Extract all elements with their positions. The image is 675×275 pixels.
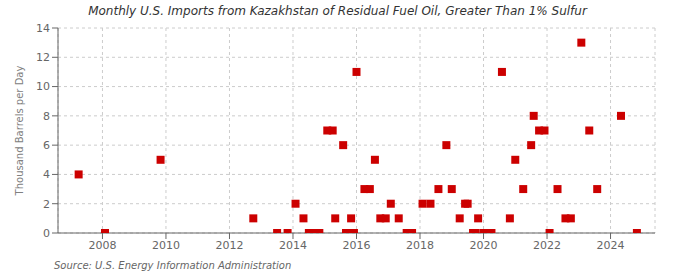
svg-text:2020: 2020 — [470, 239, 498, 252]
svg-text:10: 10 — [36, 80, 50, 93]
svg-text:2016: 2016 — [343, 239, 371, 252]
svg-text:2: 2 — [43, 198, 50, 211]
svg-text:8: 8 — [43, 110, 50, 123]
html-text:Source: U.S. Energy Informatio: Source: U.S. Energy Information Administ… — [54, 260, 292, 271]
svg-text:0: 0 — [43, 227, 50, 240]
svg-text:2018: 2018 — [406, 239, 434, 252]
svg-text:2024: 2024 — [597, 239, 625, 252]
svg-text:12: 12 — [36, 51, 50, 64]
svg-text:6: 6 — [43, 139, 50, 152]
svg-text:2008: 2008 — [88, 239, 116, 252]
html-text:Monthly U.S. Imports from Kaza: Monthly U.S. Imports from Kazakhstan of … — [88, 4, 587, 18]
svg-text:14: 14 — [36, 22, 50, 35]
svg-text:Thousand Barrels per Day: Thousand Barrels per Day — [14, 66, 25, 197]
svg-text:2010: 2010 — [152, 239, 180, 252]
svg-text:2014: 2014 — [279, 239, 307, 252]
svg-text:2012: 2012 — [215, 239, 243, 252]
svg-text:4: 4 — [43, 168, 50, 181]
svg-text:2022: 2022 — [533, 239, 561, 252]
